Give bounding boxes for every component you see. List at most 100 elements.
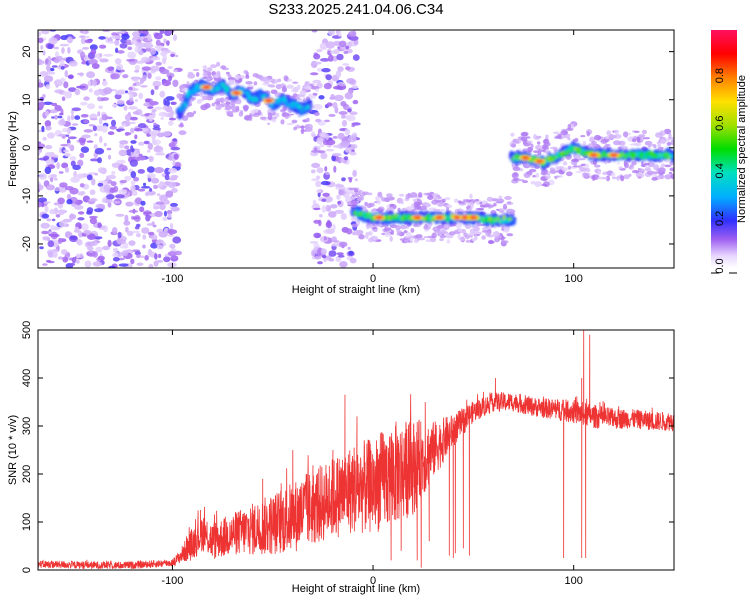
track-halo (179, 122, 184, 127)
noise-blob (167, 233, 175, 237)
noise-blob (311, 162, 321, 169)
noise-blob (45, 144, 53, 150)
noise-blob (172, 34, 178, 41)
track-halo (245, 74, 250, 79)
noise-blob (169, 222, 174, 230)
noise-blob (138, 188, 146, 192)
noise-blob (310, 169, 316, 174)
noise-blob (343, 50, 349, 55)
noise-blob (159, 68, 170, 75)
noise-blob (144, 191, 150, 197)
noise-blob (44, 166, 52, 175)
noise-blob (63, 149, 69, 153)
noise-blob (342, 63, 350, 66)
noise-blob (167, 213, 172, 219)
noise-blob (101, 125, 108, 133)
noise-blob (333, 165, 337, 173)
noise-blob (51, 156, 55, 160)
noise-blob (94, 133, 98, 137)
track-halo (611, 176, 618, 180)
noise-blob (154, 210, 163, 218)
track-halo (266, 79, 275, 82)
noise-blob (78, 137, 87, 144)
noise-blob (62, 127, 69, 133)
noise-blob (125, 39, 132, 43)
noise-blob (317, 247, 323, 255)
track-halo (178, 130, 187, 136)
track-halo (455, 223, 462, 229)
track-halo (530, 143, 534, 149)
noise-blob (116, 99, 125, 105)
track-halo (418, 192, 423, 198)
track-halo (306, 85, 311, 89)
noise-blob (328, 54, 334, 62)
noise-blob (128, 86, 133, 91)
noise-blob (42, 50, 46, 56)
track-halo (413, 201, 420, 208)
track-halo (620, 175, 625, 182)
chart-title: S233.2025.241.04.06.C34 (268, 1, 443, 18)
noise-blob (67, 115, 71, 123)
noise-blob (58, 237, 63, 244)
track-halo (632, 138, 637, 143)
noise-blob (156, 193, 161, 197)
noise-blob (330, 94, 335, 99)
track-halo (435, 199, 442, 203)
track-halo (409, 192, 418, 198)
noise-blob (330, 204, 338, 209)
track-halo (575, 171, 583, 173)
track-halo (442, 225, 450, 230)
noise-blob (46, 259, 51, 263)
noise-blob (150, 65, 160, 72)
track-halo (264, 81, 270, 84)
noise-blob (70, 262, 76, 266)
noise-blob (76, 253, 81, 259)
noise-blob (54, 177, 58, 181)
noise-blob (320, 248, 327, 255)
noise-blob (89, 217, 97, 225)
noise-blob (134, 42, 144, 48)
noise-blob (101, 114, 108, 121)
track-halo (437, 203, 444, 207)
noise-blob (67, 136, 77, 140)
noise-blob (142, 30, 149, 37)
noise-blob (88, 124, 95, 127)
noise-blob (152, 224, 157, 228)
track-halo (534, 181, 542, 187)
noise-blob (88, 250, 94, 253)
noise-blob (131, 77, 139, 82)
noise-blob (60, 66, 65, 70)
noise-blob (156, 244, 164, 250)
track-halo (400, 200, 404, 205)
noise-blob (73, 170, 77, 178)
noise-blob (160, 117, 164, 120)
noise-blob (74, 204, 84, 210)
noise-blob (51, 218, 56, 222)
noise-blob (76, 173, 85, 179)
track-halo (594, 164, 601, 168)
noise-blob (56, 162, 60, 169)
track-halo (245, 82, 253, 85)
noise-blob (338, 111, 348, 115)
noise-blob (170, 174, 179, 179)
noise-blob (146, 166, 155, 173)
track-halo (267, 114, 273, 121)
track-halo (389, 235, 393, 242)
noise-blob (81, 134, 91, 139)
noise-blob (349, 151, 357, 156)
noise-blob (125, 132, 132, 136)
noise-blob (95, 203, 106, 209)
noise-blob (59, 43, 70, 47)
noise-blob (172, 236, 182, 244)
track-halo (670, 173, 674, 180)
track-halo (616, 175, 620, 181)
noise-blob (101, 197, 107, 203)
track-halo (520, 132, 528, 137)
noise-blob (115, 194, 125, 199)
track-halo (292, 81, 299, 84)
noise-blob (38, 58, 42, 65)
track-halo (535, 172, 540, 178)
track-halo (403, 239, 409, 243)
noise-blob (71, 256, 77, 264)
noise-blob (42, 101, 53, 106)
